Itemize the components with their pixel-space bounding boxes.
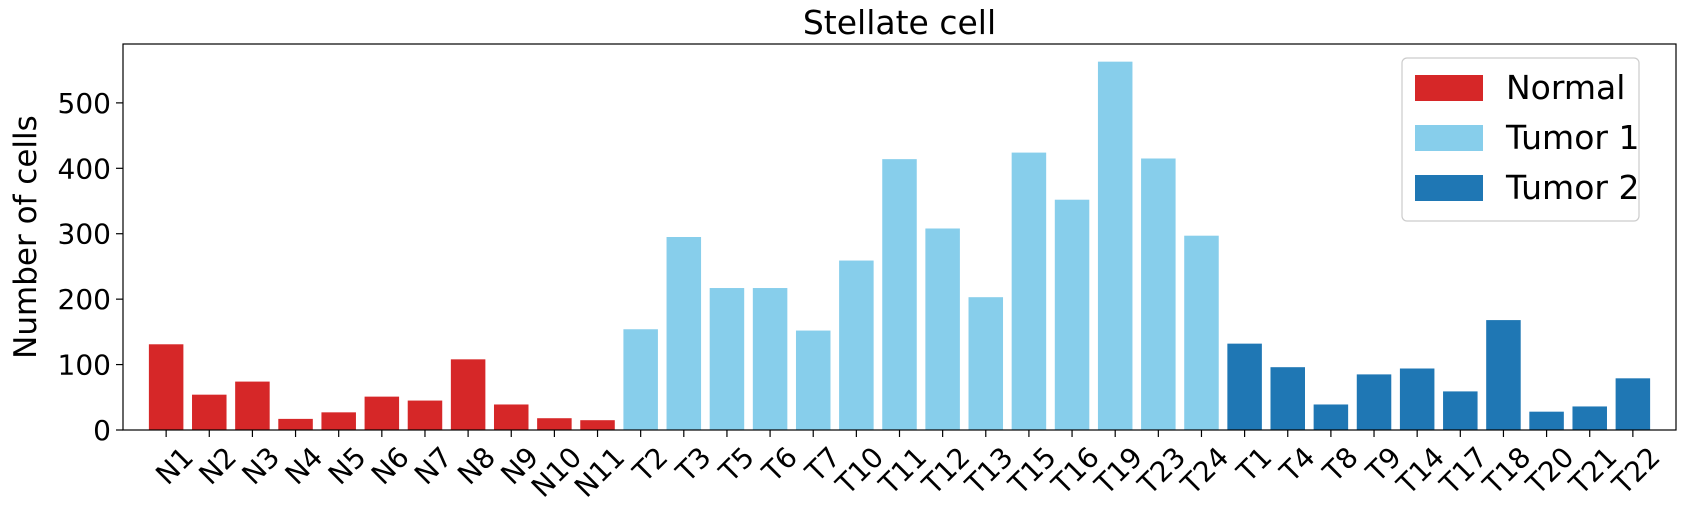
bar-T1 <box>1227 343 1262 430</box>
bar-N2 <box>192 394 227 430</box>
x-tick-label-T24: T24 <box>1174 440 1235 501</box>
y-tick-label-200: 200 <box>58 283 111 316</box>
bar-T4 <box>1270 367 1305 430</box>
bar-T24 <box>1184 235 1219 430</box>
x-tick-label-T2: T2 <box>626 440 675 489</box>
y-tick-label-0: 0 <box>93 414 111 447</box>
bar-T11 <box>882 159 917 430</box>
x-tick-label-N3: N3 <box>235 440 286 491</box>
x-tick-label-N8: N8 <box>451 440 502 491</box>
bar-T16 <box>1054 199 1090 430</box>
x-tick-label-T22: T22 <box>1605 440 1666 501</box>
y-tick-label-300: 300 <box>58 218 111 251</box>
bar-T7 <box>795 330 831 430</box>
x-tick-label-N7: N7 <box>408 440 459 491</box>
bar-T22 <box>1615 378 1651 430</box>
y-tick-label-500: 500 <box>58 87 111 120</box>
bar-T21 <box>1572 406 1607 430</box>
bar-T5 <box>709 288 745 430</box>
legend-swatch-2 <box>1415 175 1483 201</box>
x-tick-label-T5: T5 <box>712 440 761 489</box>
bar-N9 <box>493 404 529 430</box>
legend-swatch-0 <box>1415 75 1483 101</box>
x-tick-label-N4: N4 <box>279 440 330 491</box>
bar-N8 <box>450 359 486 430</box>
x-tick-label-N2: N2 <box>192 440 243 491</box>
x-tick-label-N6: N6 <box>365 440 416 491</box>
bar-T19 <box>1097 61 1133 430</box>
x-tick-label-N5: N5 <box>322 440 373 491</box>
x-tick-label-T8: T8 <box>1316 440 1365 489</box>
bar-T17 <box>1443 391 1478 430</box>
bar-N7 <box>407 400 443 430</box>
bar-T9 <box>1356 374 1392 430</box>
bar-T23 <box>1141 158 1176 431</box>
bar-T13 <box>968 297 1004 430</box>
x-tick-label-T6: T6 <box>755 440 804 489</box>
bar-N11 <box>580 420 615 430</box>
bar-N3 <box>235 381 270 430</box>
plot-area: 0100200300400500N1N2N3N4N5N6N7N8N9N10N11… <box>58 43 1677 504</box>
y-tick-label-100: 100 <box>58 349 111 382</box>
bar-T20 <box>1529 411 1564 430</box>
bar-N10 <box>537 418 572 430</box>
bar-T15 <box>1011 152 1047 430</box>
legend: Normal Tumor 1 Tumor 2 <box>1401 57 1640 222</box>
legend-label-2: Tumor 2 <box>1505 168 1639 207</box>
bar-T14 <box>1399 368 1435 430</box>
x-tick-label-T3: T3 <box>669 440 718 489</box>
x-tick-label-N11: N11 <box>568 440 631 503</box>
bar-T10 <box>839 260 874 430</box>
legend-label-0: Normal <box>1506 68 1625 107</box>
bar-T12 <box>925 228 960 430</box>
bar-T8 <box>1313 404 1349 430</box>
bar-T2 <box>623 329 658 430</box>
x-tick-label-N1: N1 <box>149 440 200 491</box>
bar-N4 <box>278 418 313 430</box>
bar-N1 <box>148 344 184 430</box>
y-axis-title: Number of cells <box>8 115 44 359</box>
bar-N5 <box>321 412 356 430</box>
bar-T6 <box>752 288 788 430</box>
bar-N6 <box>364 396 400 430</box>
legend-swatch-1 <box>1415 125 1483 151</box>
bar-T3 <box>666 237 702 430</box>
chart-title: Stellate cell <box>803 3 996 42</box>
x-tick-label-T1: T1 <box>1230 440 1279 489</box>
x-tick-label-T4: T4 <box>1273 440 1322 489</box>
y-tick-label-400: 400 <box>58 152 111 185</box>
legend-label-1: Tumor 1 <box>1505 118 1639 157</box>
bar-T18 <box>1486 320 1521 430</box>
